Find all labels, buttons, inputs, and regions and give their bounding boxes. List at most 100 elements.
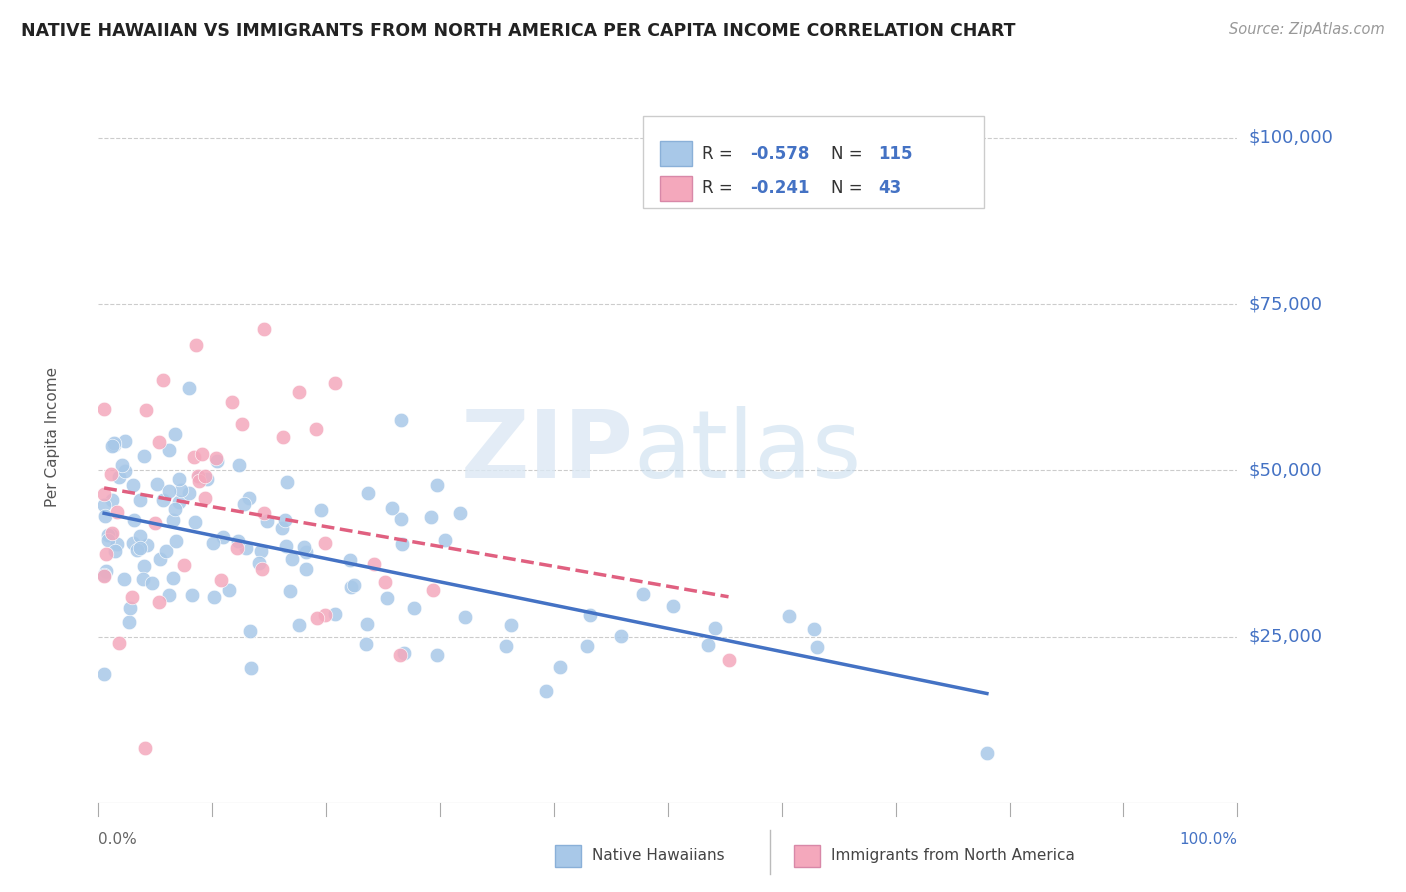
Point bbox=[389, 413, 412, 427]
Point bbox=[340, 580, 363, 594]
Point bbox=[238, 491, 260, 505]
Point bbox=[307, 611, 329, 625]
Point bbox=[453, 610, 475, 624]
Point bbox=[253, 322, 276, 336]
Point bbox=[271, 521, 294, 535]
Point bbox=[202, 590, 225, 604]
Point bbox=[207, 454, 229, 468]
Point bbox=[93, 667, 115, 681]
Point bbox=[314, 607, 336, 622]
Point bbox=[218, 582, 240, 597]
Point bbox=[309, 503, 332, 517]
Point bbox=[167, 494, 190, 508]
Point bbox=[94, 548, 117, 562]
Point bbox=[247, 556, 270, 570]
Point bbox=[101, 439, 124, 453]
Point bbox=[704, 620, 727, 634]
Text: R =: R = bbox=[702, 179, 738, 197]
Point bbox=[548, 660, 571, 674]
Point bbox=[304, 422, 326, 436]
Point bbox=[495, 640, 517, 654]
Point bbox=[339, 552, 361, 566]
Point bbox=[579, 608, 602, 623]
Point bbox=[343, 578, 366, 592]
Point bbox=[136, 538, 159, 552]
Point bbox=[118, 615, 141, 629]
Point bbox=[363, 558, 385, 572]
Text: R =: R = bbox=[702, 145, 738, 162]
Text: Immigrants from North America: Immigrants from North America bbox=[831, 848, 1074, 863]
Point bbox=[122, 478, 145, 492]
Point bbox=[181, 588, 204, 602]
Point bbox=[806, 640, 828, 654]
Point bbox=[281, 552, 304, 566]
Point bbox=[186, 338, 208, 352]
Point bbox=[93, 487, 115, 501]
Point bbox=[183, 450, 205, 464]
Point bbox=[173, 558, 195, 572]
Text: ZIP: ZIP bbox=[461, 406, 634, 498]
Point bbox=[212, 531, 235, 545]
Point bbox=[114, 434, 136, 448]
Point bbox=[124, 512, 146, 526]
Point bbox=[93, 402, 115, 417]
Point bbox=[112, 572, 135, 586]
Point bbox=[314, 536, 336, 550]
Point bbox=[231, 417, 253, 431]
Point bbox=[381, 500, 404, 515]
Point bbox=[323, 607, 346, 621]
Point bbox=[94, 564, 117, 578]
Point bbox=[114, 465, 136, 479]
Text: 43: 43 bbox=[877, 179, 901, 197]
Point bbox=[135, 402, 157, 417]
Point bbox=[276, 475, 298, 490]
Point bbox=[288, 384, 311, 399]
Point bbox=[499, 617, 522, 632]
Point bbox=[146, 477, 169, 491]
Point bbox=[163, 426, 186, 441]
Point bbox=[134, 741, 156, 756]
Text: $75,000: $75,000 bbox=[1249, 295, 1323, 313]
Point bbox=[194, 491, 217, 505]
Point bbox=[152, 373, 174, 387]
Point bbox=[778, 609, 800, 624]
Point bbox=[256, 514, 278, 528]
Point bbox=[278, 584, 301, 599]
Point bbox=[419, 510, 441, 524]
Point bbox=[104, 544, 127, 558]
Point bbox=[188, 474, 211, 488]
Point bbox=[108, 636, 131, 650]
Point bbox=[129, 529, 152, 543]
Text: 100.0%: 100.0% bbox=[1180, 832, 1237, 847]
Point bbox=[287, 618, 309, 632]
Text: 0.0%: 0.0% bbox=[98, 832, 138, 847]
Point bbox=[152, 493, 174, 508]
Point bbox=[976, 746, 998, 760]
Point bbox=[128, 492, 150, 507]
Point bbox=[249, 543, 271, 558]
Point bbox=[188, 470, 211, 484]
Point bbox=[228, 458, 250, 472]
Point bbox=[191, 447, 214, 461]
Point bbox=[179, 486, 201, 500]
Point bbox=[100, 528, 122, 542]
Point bbox=[357, 486, 380, 500]
Text: -0.578: -0.578 bbox=[749, 145, 810, 162]
Point bbox=[143, 516, 166, 530]
Point bbox=[107, 537, 129, 551]
Point bbox=[155, 543, 177, 558]
Text: Source: ZipAtlas.com: Source: ZipAtlas.com bbox=[1229, 22, 1385, 37]
Point bbox=[426, 477, 449, 491]
Point bbox=[610, 629, 633, 643]
Point bbox=[426, 648, 449, 663]
Point bbox=[195, 472, 218, 486]
Point bbox=[292, 540, 315, 554]
Point bbox=[253, 507, 276, 521]
Point bbox=[165, 533, 187, 548]
Point bbox=[250, 562, 273, 576]
Point bbox=[132, 558, 155, 573]
Point bbox=[108, 469, 131, 483]
Point bbox=[697, 638, 720, 652]
Point bbox=[101, 493, 124, 508]
Point bbox=[449, 506, 471, 520]
